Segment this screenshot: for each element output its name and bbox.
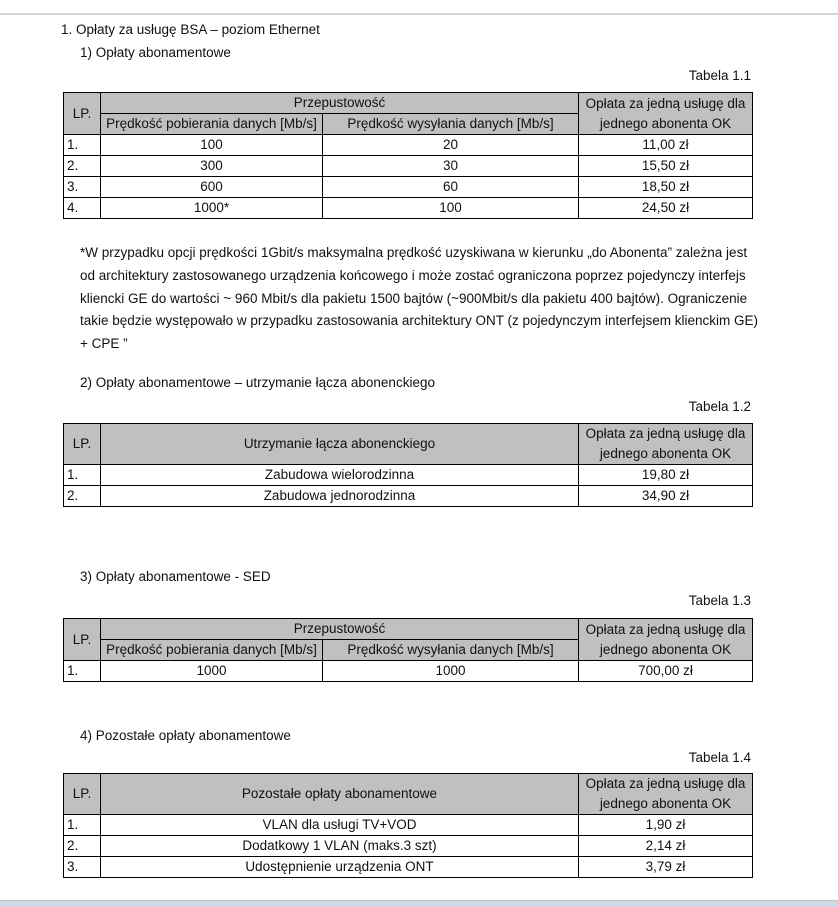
cell-lp: 1. [63, 134, 101, 156]
table-row: 2. Zabudowa jednorodzinna 34,90 zł [63, 485, 753, 507]
page-top-border [0, 13, 838, 15]
cell-fee: 24,50 zł [578, 197, 754, 219]
section-2-title: 2) Opłaty abonamentowe – utrzymanie łącz… [80, 375, 435, 390]
header-fee: Opłata za jedną usługę dla jednego abone… [578, 92, 754, 135]
section-4-title: 4) Pozostałe opłaty abonamentowe [80, 728, 291, 743]
cell-fee: 15,50 zł [578, 155, 754, 177]
header-upload: Prędkość wysyłania danych [Mb/s] [321, 113, 580, 135]
table-row: 2. Dodatkowy 1 VLAN (maks.3 szt) 2,14 zł [63, 835, 753, 857]
bottom-scroll-edge [0, 900, 838, 907]
cell-download: 300 [100, 155, 323, 177]
table-row: 3. 600 60 18,50 zł [63, 176, 754, 198]
cell-download: 1000* [100, 197, 323, 219]
cell-upload: 20 [321, 134, 580, 156]
cell-fee: 2,14 zł [578, 835, 753, 857]
cell-name: VLAN dla usługi TV+VOD [100, 814, 579, 836]
cell-fee: 34,90 zł [578, 485, 753, 507]
table-row: 1. VLAN dla usługi TV+VOD 1,90 zł [63, 814, 753, 836]
main-heading: 1. Opłaty za usługę BSA – poziom Etherne… [61, 22, 320, 37]
table-row: 1. 1000 1000 700,00 zł [63, 660, 754, 682]
table-row: 1. Zabudowa wielorodzinna 19,80 zł [63, 464, 753, 486]
header-download: Prędkość pobierania danych [Mb/s] [100, 113, 323, 135]
cell-lp: 3. [63, 176, 101, 198]
cell-upload: 100 [321, 197, 580, 219]
cell-lp: 2. [63, 485, 101, 507]
cell-lp: 4. [63, 197, 101, 219]
header-lp: LP. [63, 92, 101, 135]
cell-upload: 30 [321, 155, 580, 177]
cell-download: 100 [100, 134, 323, 156]
header-name: Pozostałe opłaty abonamentowe [100, 773, 579, 815]
cell-name: Zabudowa wielorodzinna [100, 464, 579, 486]
table-row: 2. 300 30 15,50 zł [63, 155, 754, 177]
header-fee: Opłata za jedną usługę dla jednego abone… [578, 423, 753, 465]
cell-lp: 2. [63, 835, 101, 857]
header-download: Prędkość pobierania danych [Mb/s] [100, 639, 323, 661]
table-row: 3. Udostępnienie urządzenia ONT 3,79 zł [63, 856, 753, 878]
cell-name: Udostępnienie urządzenia ONT [100, 856, 579, 878]
cell-fee: 700,00 zł [578, 660, 754, 682]
cell-upload: 1000 [321, 660, 580, 682]
table-1-2-caption: Tabela 1.2 [688, 399, 751, 414]
cell-download: 600 [100, 176, 323, 198]
cell-download: 1000 [100, 660, 323, 682]
cell-fee: 19,80 zł [578, 464, 753, 486]
cell-fee: 3,79 zł [578, 856, 753, 878]
section-1-title: 1) Opłaty abonamentowe [80, 45, 231, 60]
header-lp: LP. [63, 423, 101, 465]
cell-fee: 11,00 zł [578, 134, 754, 156]
cell-name: Dodatkowy 1 VLAN (maks.3 szt) [100, 835, 579, 857]
header-upload: Prędkość wysyłania danych [Mb/s] [321, 639, 580, 661]
section-3-title: 3) Opłaty abonamentowe - SED [80, 569, 271, 584]
header-lp: LP. [63, 618, 101, 661]
cell-fee: 1,90 zł [578, 814, 753, 836]
header-fee: Opłata za jedną usługę dla jednego abone… [578, 773, 753, 815]
cell-fee: 18,50 zł [578, 176, 754, 198]
table-1-2: LP. Utrzymanie łącza abonenckiego Opłata… [63, 423, 753, 507]
header-throughput: Przepustowość [99, 92, 580, 114]
header-throughput: Przepustowość [99, 618, 580, 640]
header-fee: Opłata za jedną usługę dla jednego abone… [578, 618, 754, 661]
cell-lp: 3. [63, 856, 101, 878]
cell-lp: 1. [63, 660, 101, 682]
table-1-3: LP. Przepustowość Opłata za jedną usługę… [63, 618, 754, 682]
table-1-4-caption: Tabela 1.4 [688, 750, 751, 765]
table-1-1: LP. Przepustowość Opłata za jedną usługę… [63, 92, 754, 219]
table-1-3-caption: Tabela 1.3 [688, 593, 751, 608]
header-name: Utrzymanie łącza abonenckiego [100, 423, 579, 465]
table-row: 4. 1000* 100 24,50 zł [63, 197, 754, 219]
cell-lp: 1. [63, 464, 101, 486]
table-row: 1. 100 20 11,00 zł [63, 134, 754, 156]
cell-lp: 2. [63, 155, 101, 177]
header-lp: LP. [63, 773, 101, 815]
cell-name: Zabudowa jednorodzinna [100, 485, 579, 507]
footnote: *W przypadku opcji prędkości 1Gbit/s mak… [80, 245, 759, 352]
table-1-1-caption: Tabela 1.1 [688, 68, 751, 83]
cell-lp: 1. [63, 814, 101, 836]
table-1-4: LP. Pozostałe opłaty abonamentowe Opłata… [63, 773, 753, 878]
cell-upload: 60 [321, 176, 580, 198]
